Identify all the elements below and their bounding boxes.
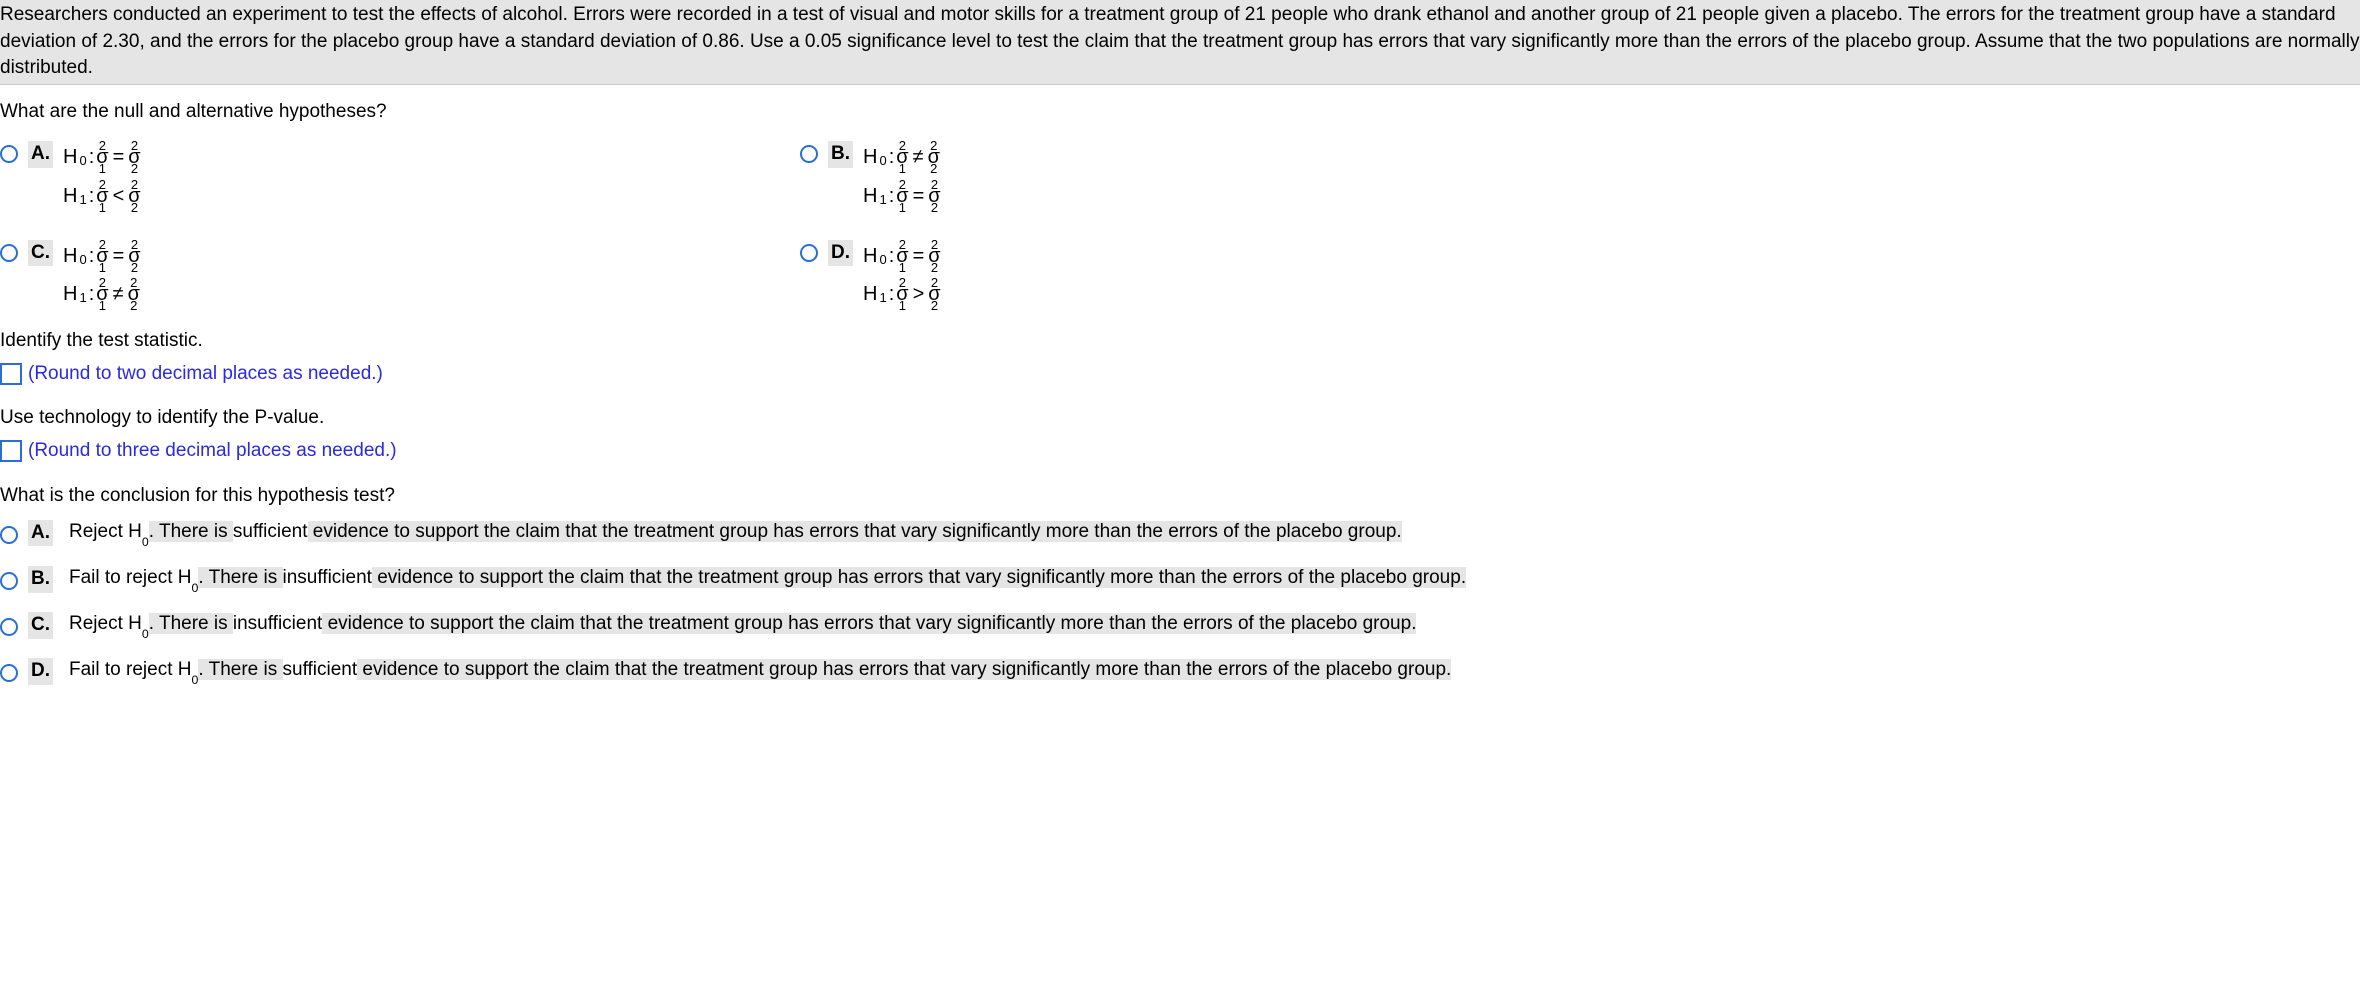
q1-option-a[interactable]: A. H0: 2σ1 = 2σ2 H1: 2σ1 < 2σ2 [0,141,780,211]
conc-text: Reject H0. There is insufficient evidenc… [69,611,1416,639]
radio-icon[interactable] [800,145,818,163]
conc-option-a[interactable]: A. Reject H0. There is sufficient eviden… [0,519,2360,547]
option-letter: D. [28,658,53,685]
rel: < [113,182,125,210]
sigma2sq: 2σ2 [128,180,140,212]
conc-text: Fail to reject H0. There is insufficient… [69,565,1466,593]
h-label: H [63,143,77,171]
conclusion-options: A. Reject H0. There is sufficient eviden… [0,519,2360,685]
option-math: H0: 2σ1 ≠ 2σ2 H1: 2σ1 = 2σ2 [863,141,941,211]
radio-icon[interactable] [0,664,18,682]
conc-option-b[interactable]: B. Fail to reject H0. There is insuffici… [0,565,2360,593]
radio-icon[interactable] [0,145,18,163]
q1-options: A. H0: 2σ1 = 2σ2 H1: 2σ1 < 2σ2 B. [0,141,2360,310]
conc-option-c[interactable]: C. Reject H0. There is insufficient evid… [0,611,2360,639]
pval-input[interactable] [0,440,22,462]
q1-option-d[interactable]: D. H0: 2σ1 = 2σ2 H1: 2σ1 > 2σ2 [800,240,1580,310]
h0-symbol: H0 [128,613,149,634]
problem-text: Researchers conducted an experiment to t… [0,4,2359,78]
option-math: H0: 2σ1 = 2σ2 H1: 2σ1 > 2σ2 [863,240,941,310]
colon: : [89,143,95,171]
option-letter: A. [28,520,53,547]
q1-prompt: What are the null and alternative hypoth… [0,99,2360,126]
radio-icon[interactable] [0,526,18,544]
q1-option-c[interactable]: C. H0: 2σ1 = 2σ2 H1: 2σ1 ≠ 2σ2 [0,240,780,310]
conc-text: Fail to reject H0. There is sufficient e… [69,657,1451,685]
option-letter: C. [28,240,53,267]
h-label: H [63,182,77,210]
pval-round-note: (Round to three decimal places as needed… [28,438,397,465]
pval-prompt: Use technology to identify the P-value. [0,405,2360,432]
q1-option-b[interactable]: B. H0: 2σ1 ≠ 2σ2 H1: 2σ1 = 2σ2 [800,141,1580,211]
rel: = [113,143,125,171]
h-sub: 0 [79,152,86,170]
h0-symbol: H0 [178,659,199,680]
sigma1sq: 2σ1 [96,180,108,212]
option-math: H0: 2σ1 = 2σ2 H1: 2σ1 ≠ 2σ2 [63,240,141,310]
stat-answer-row: (Round to two decimal places as needed.) [0,361,2360,388]
problem-statement: Researchers conducted an experiment to t… [0,0,2360,85]
h0-symbol: H0 [128,521,149,542]
pval-answer-row: (Round to three decimal places as needed… [0,438,2360,465]
conclusion-prompt: What is the conclusion for this hypothes… [0,483,2360,510]
option-letter: D. [828,240,853,267]
conc-text: Reject H0. There is sufficient evidence … [69,519,1402,547]
option-letter: B. [828,141,853,168]
stat-round-note: (Round to two decimal places as needed.) [28,361,383,388]
stat-prompt: Identify the test statistic. [0,328,2360,355]
sigma1sq: 2σ1 [96,141,108,173]
radio-icon[interactable] [0,618,18,636]
h-sub: 1 [79,191,86,209]
h0-symbol: H0 [178,567,199,588]
option-math: H0: 2σ1 = 2σ2 H1: 2σ1 < 2σ2 [63,141,141,211]
stat-input[interactable] [0,363,22,385]
radio-icon[interactable] [800,244,818,262]
option-letter: B. [28,566,53,593]
sigma2sq: 2σ2 [128,141,140,173]
option-letter: A. [28,141,53,168]
radio-icon[interactable] [0,572,18,590]
radio-icon[interactable] [0,244,18,262]
option-letter: C. [28,612,53,639]
colon: : [89,182,95,210]
conc-option-d[interactable]: D. Fail to reject H0. There is sufficien… [0,657,2360,685]
